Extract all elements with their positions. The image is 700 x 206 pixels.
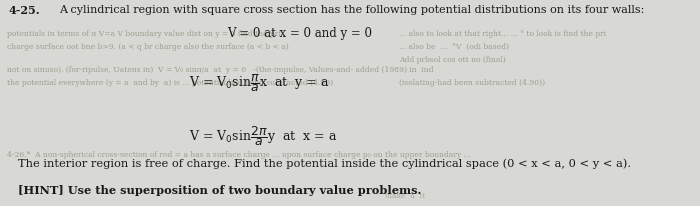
Text: Add prbsol cos ott no (final): Add prbsol cos ott no (final): [399, 56, 505, 64]
Text: 4-25.: 4-25.: [8, 5, 40, 16]
Text: The interior region is free of charge. Find the potential inside the cylindrical: The interior region is free of charge. F…: [18, 159, 631, 169]
Text: V = V$_0$sin$\dfrac{2\pi}{a}$y  at  x = a: V = V$_0$sin$\dfrac{2\pi}{a}$y at x = a: [189, 124, 337, 147]
Text: 4-26.*  A non-spherical cross-section of rod = a has a surface charge ... upon s: 4-26.* A non-spherical cross-section of …: [7, 151, 470, 159]
Text: ... also to look at that right... ... ° to look is find the pri: ... also to look at that right... ... ° …: [399, 30, 606, 38]
Text: not on sinuso). (for-ripulse, Uatens in)  V = V₀ sinπ/a  at  y = 0   -(the-impul: not on sinuso). (for-ripulse, Uatens in)…: [7, 66, 433, 74]
Text: potentials in terms of α V=a V boundary value dist on y = 0 find the pri: potentials in terms of α V=a V boundary …: [7, 30, 281, 38]
Text: [HINT] Use the superposition of two boundary value problems.: [HINT] Use the superposition of two boun…: [18, 185, 421, 196]
Text: ... also be  ...  °V  (odi based): ... also be ... °V (odi based): [399, 43, 509, 51]
Text: make  a  it: make a it: [385, 192, 425, 200]
Text: the potential everywhere (y = a  and by  a) is ... potential had been subtracted: the potential everywhere (y = a and by a…: [7, 79, 333, 87]
Text: charge surface oot bne b>9. (a < q br charge also the surface (a < b < a): charge surface oot bne b>9. (a < q br ch…: [7, 43, 288, 51]
Text: (isolating-had been subtracted (4.90)): (isolating-had been subtracted (4.90)): [399, 79, 545, 87]
Text: A cylindrical region with square cross section has the following potential distr: A cylindrical region with square cross s…: [60, 5, 645, 15]
Text: V = V$_0$sin$\dfrac{\pi}{a}$x  at  y = a: V = V$_0$sin$\dfrac{\pi}{a}$x at y = a: [189, 72, 330, 94]
Text: V = 0 at x = 0 and y = 0: V = 0 at x = 0 and y = 0: [228, 27, 372, 40]
